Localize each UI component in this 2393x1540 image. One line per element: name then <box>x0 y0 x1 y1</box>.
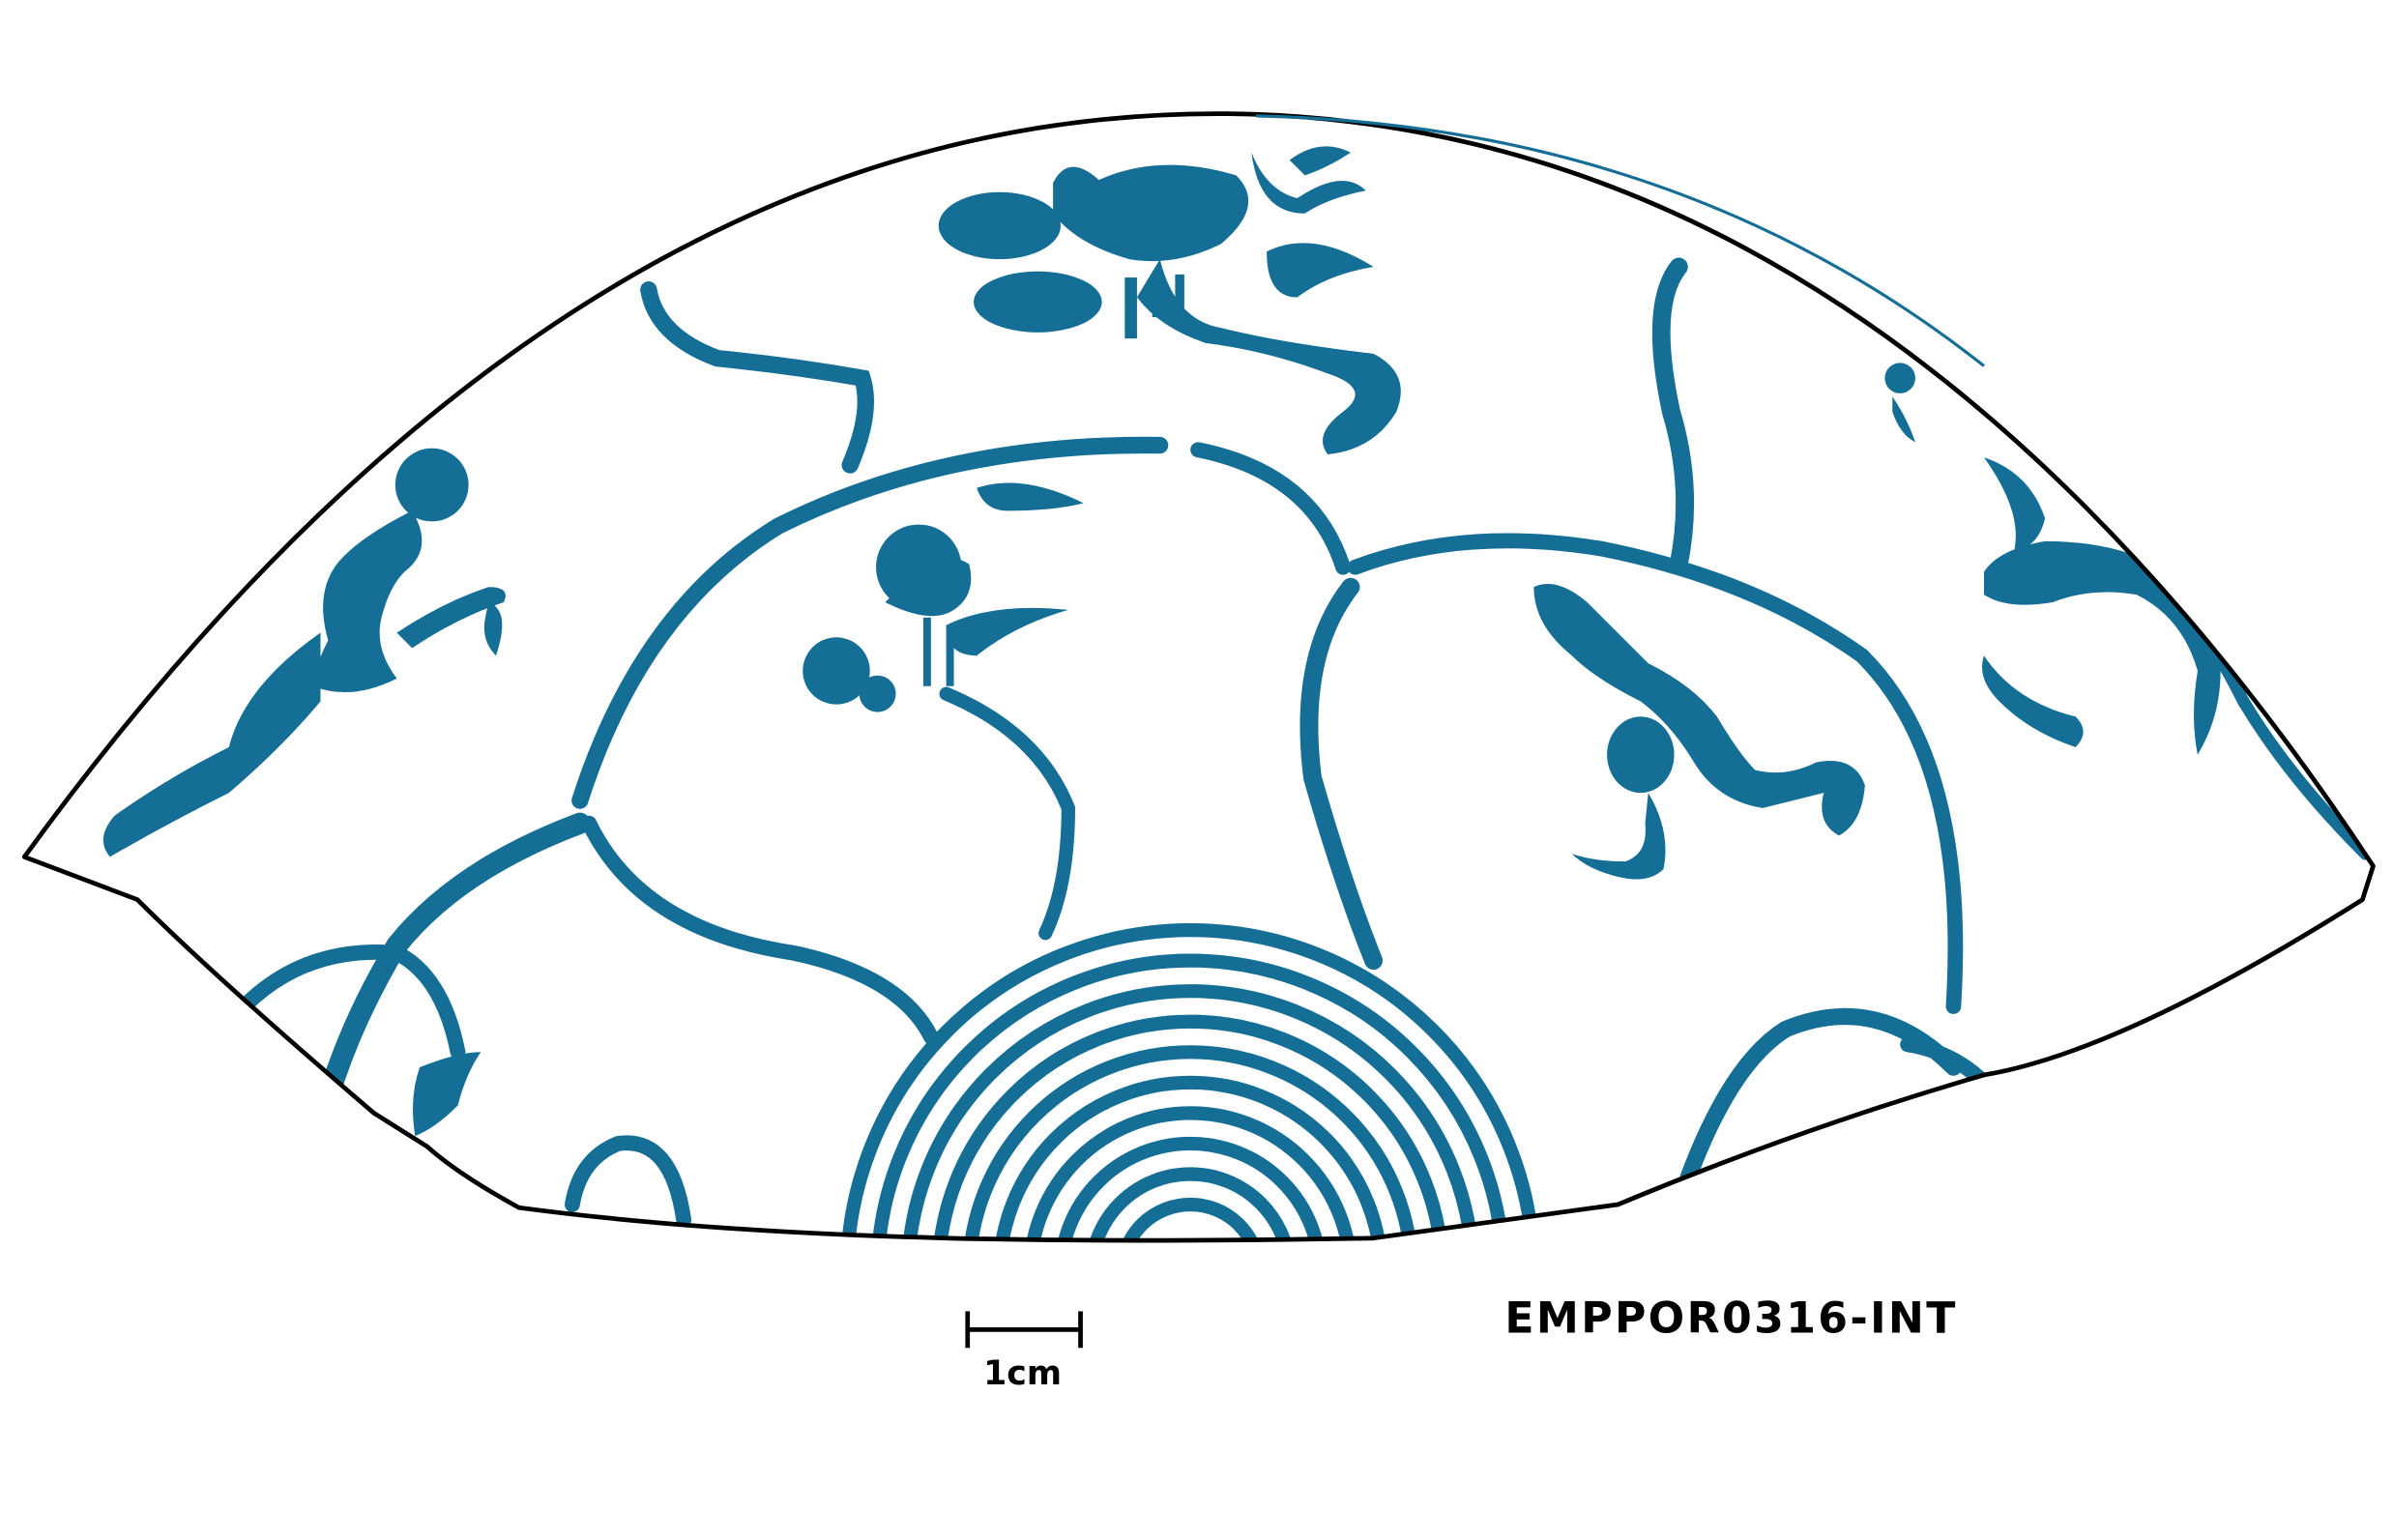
scale-bar <box>965 1311 1083 1349</box>
glaze-decoration <box>102 146 2372 1241</box>
zone-arcs <box>236 257 2372 1228</box>
rim-glaze-line <box>1256 114 1985 367</box>
concentric-rings <box>839 923 1541 1241</box>
sherd-outline <box>21 111 2376 1243</box>
catalog-id: EMPPOR0316-INT <box>1504 1294 1957 1344</box>
glaze-motifs <box>102 146 2221 1137</box>
scale-bar-label: 1cm <box>983 1354 1062 1393</box>
